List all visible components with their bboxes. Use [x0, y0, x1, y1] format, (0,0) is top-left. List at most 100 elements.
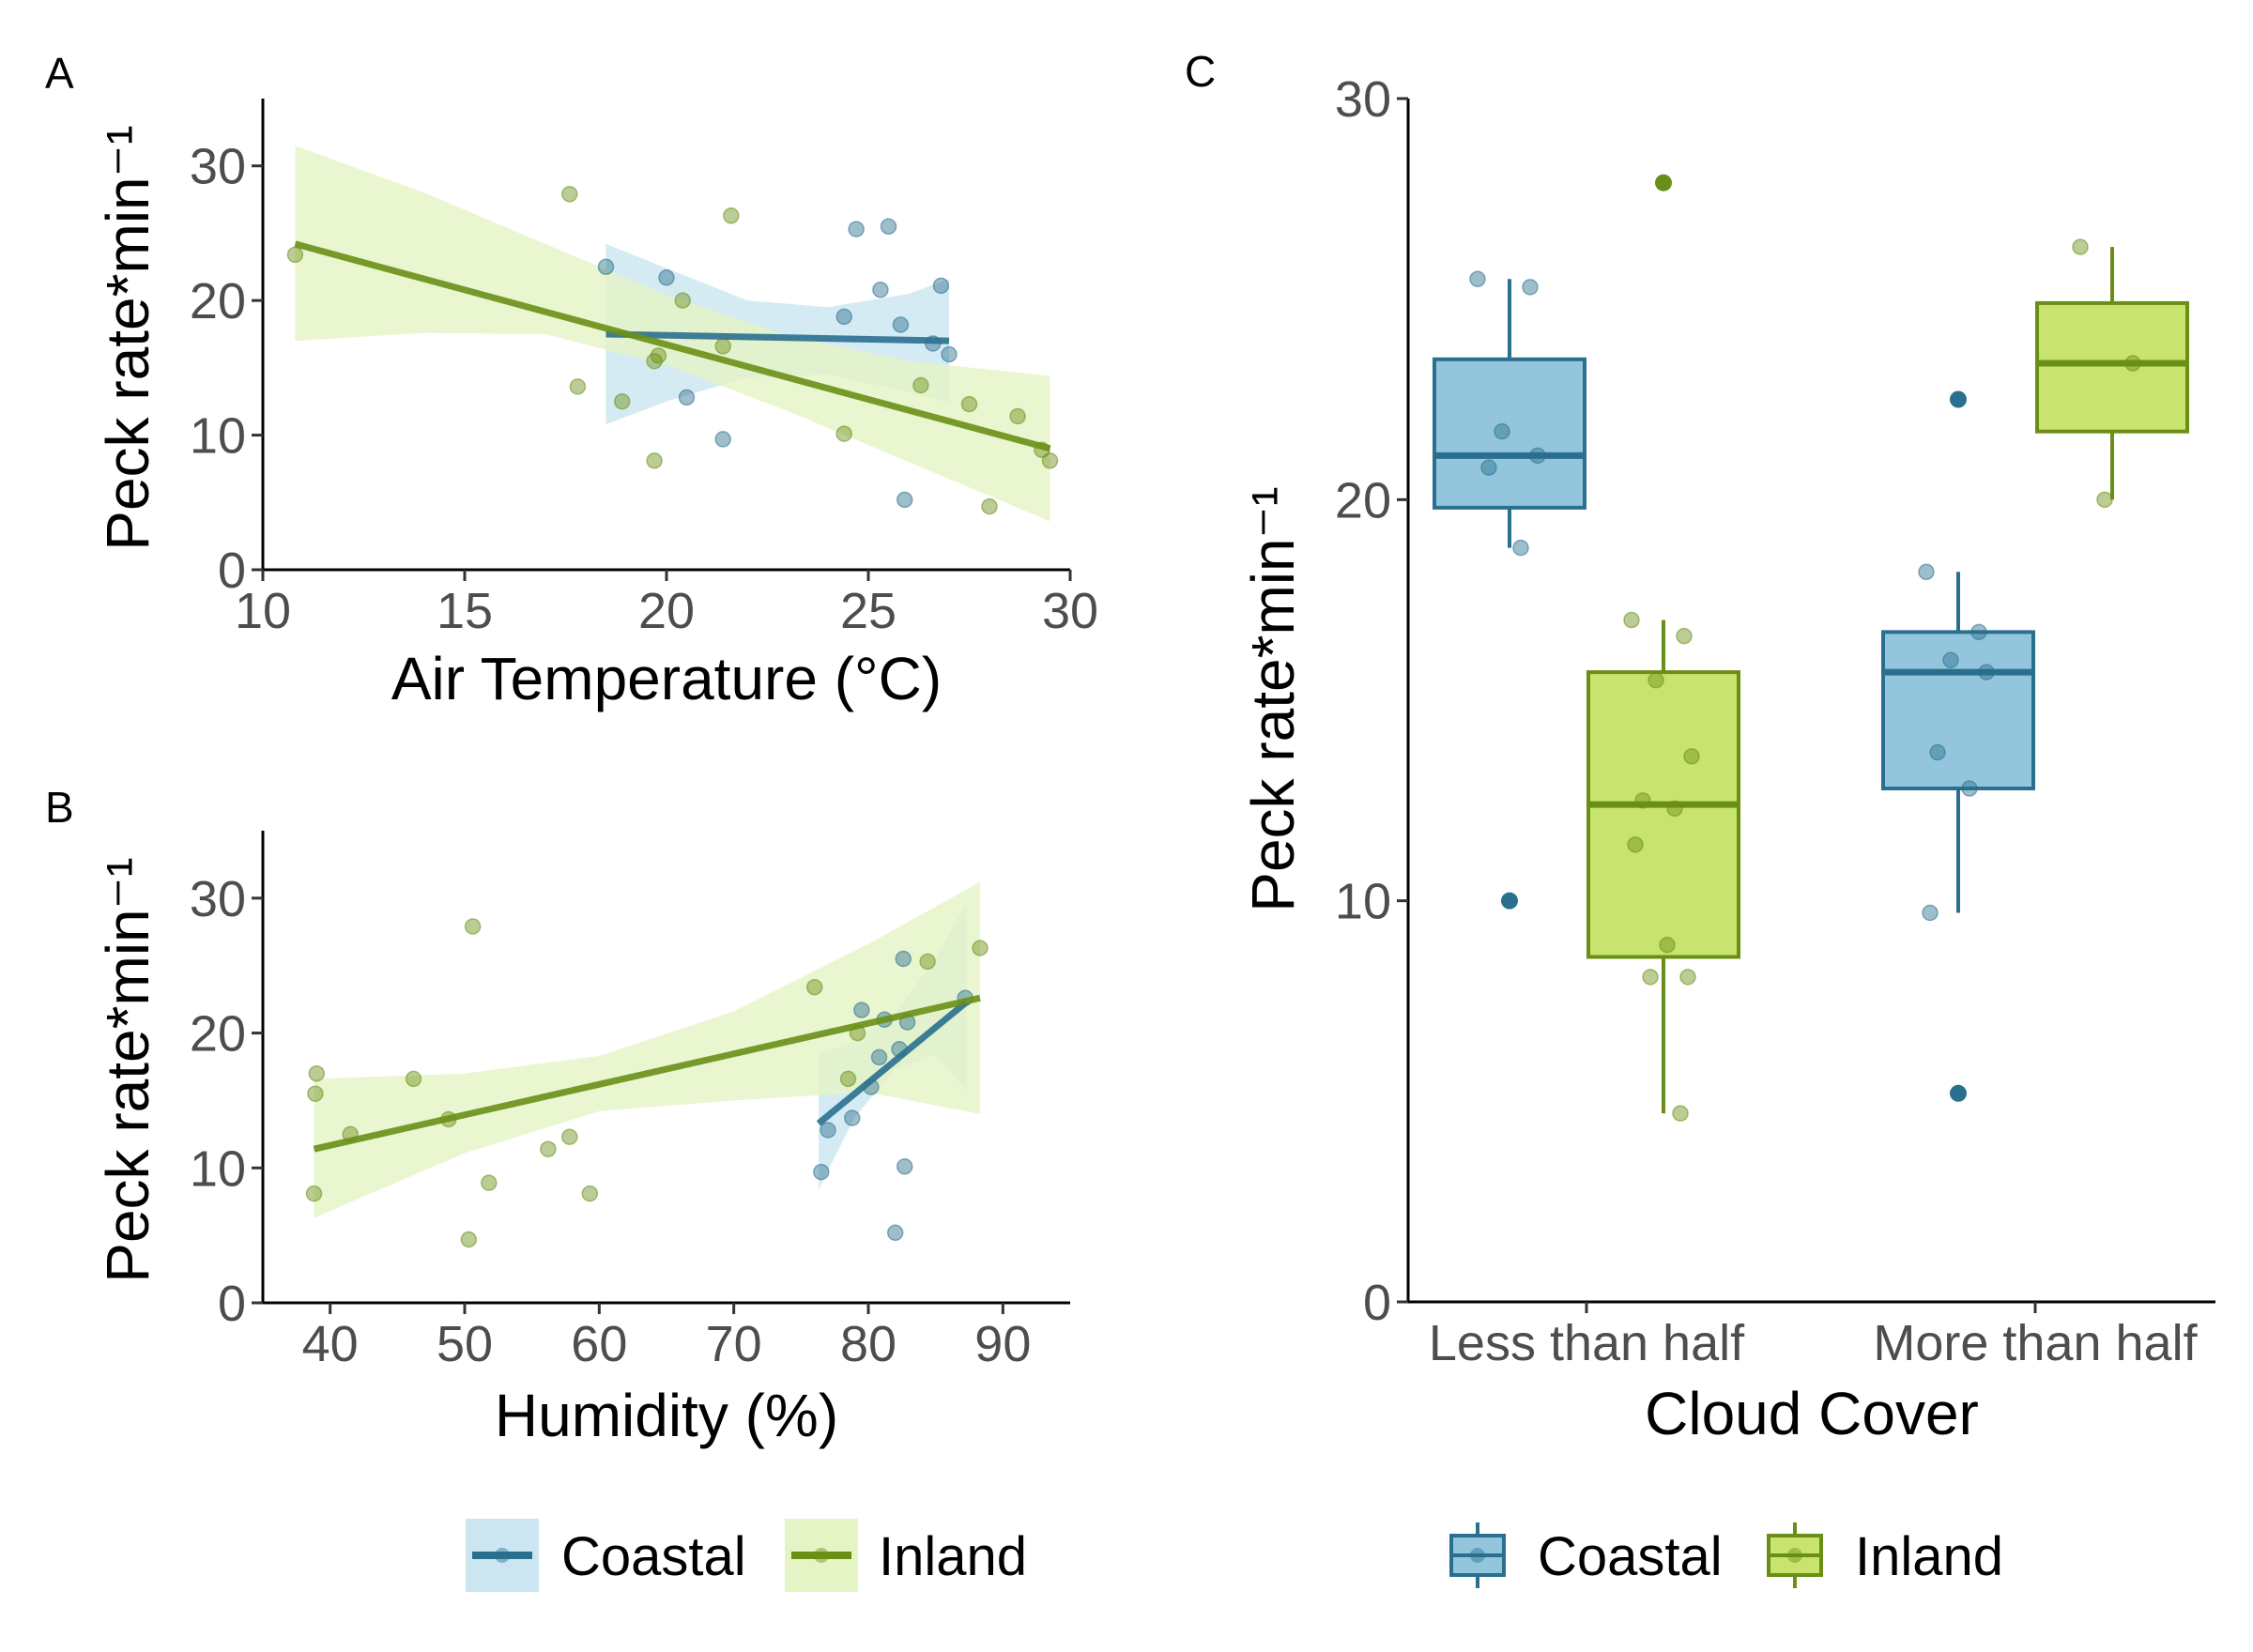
y-tick-label-c: 20 — [1335, 472, 1391, 528]
jitter-point-inland — [1659, 936, 1676, 954]
data-point-inland — [307, 1085, 324, 1102]
data-point-coastal — [892, 316, 910, 333]
data-point-inland — [805, 978, 823, 996]
legend-key-inland-dot — [1787, 1548, 1802, 1563]
jitter-point-coastal — [1922, 904, 1939, 922]
y-tick-label-c: 10 — [1335, 874, 1391, 930]
data-point-inland — [839, 1070, 857, 1088]
data-point-coastal — [895, 950, 912, 968]
jitter-point-coastal — [1918, 563, 1935, 581]
jitter-point-coastal — [1929, 743, 1946, 761]
jitter-point-inland — [2096, 491, 2113, 509]
jitter-point-inland — [2124, 355, 2141, 372]
jitter-point-inland — [1679, 969, 1696, 986]
legend-key-inland-point — [814, 1548, 829, 1563]
data-point-coastal — [678, 389, 696, 406]
jitter-point-coastal — [1970, 623, 1987, 641]
panel-label-a: A — [45, 49, 74, 98]
x-tick-label: 20 — [638, 583, 695, 639]
data-point-inland — [460, 1231, 478, 1248]
y-tick-label-c: 30 — [1335, 71, 1391, 128]
outlier-point-coastal — [1501, 892, 1518, 910]
data-point-coastal — [597, 258, 615, 276]
data-point-inland — [308, 1064, 326, 1082]
legend-label-coastal: Coastal — [561, 1526, 746, 1587]
data-point-coastal — [896, 491, 913, 509]
y-tick-label: 0 — [218, 1276, 246, 1332]
data-point-inland — [286, 246, 304, 264]
fit-line-inland — [294, 240, 1051, 452]
y-tick-label: 10 — [190, 408, 246, 465]
y-axis-title-a: Peck rate*min⁻¹ — [94, 125, 161, 550]
data-point-coastal — [870, 1048, 888, 1066]
panel-b: B 0 10 20 30 40 50 60 70 80 90 Humidity (%) Peck … — [45, 783, 1070, 1449]
data-point-inland — [405, 1070, 422, 1088]
data-point-coastal — [853, 1002, 870, 1018]
box-inland-less-than-half — [1586, 670, 1740, 959]
jitter-point-coastal — [1978, 664, 1995, 681]
y-tick-label: 10 — [190, 1140, 246, 1197]
y-tick-label: 0 — [218, 543, 246, 599]
jitter-point-coastal — [1469, 270, 1486, 288]
x-tick-label: 10 — [235, 583, 291, 639]
category-label-more-than-half: More than half — [1873, 1315, 2198, 1371]
data-point-coastal — [835, 308, 852, 326]
jitter-point-coastal — [1961, 780, 1978, 797]
x-tick-label: 40 — [302, 1316, 359, 1372]
x-tick-label: 70 — [706, 1316, 762, 1372]
legend-key-coastal-point — [495, 1548, 510, 1563]
data-point-inland — [561, 1128, 578, 1145]
jitter-point-inland — [1683, 748, 1700, 765]
x-axis-title-a: Air Temperature (°C) — [391, 645, 942, 712]
y-tick-label: 20 — [190, 273, 246, 329]
data-point-inland — [650, 347, 667, 364]
data-point-coastal — [714, 431, 731, 448]
legend-item-coastal: Coastal — [466, 1519, 746, 1592]
jitter-point-coastal — [1529, 447, 1546, 465]
jitter-point-inland — [2072, 238, 2089, 255]
x-axis-title-c: Cloud Cover — [1645, 1380, 1979, 1447]
y-tick-label-c: 0 — [1363, 1275, 1391, 1331]
data-point-inland — [919, 953, 936, 971]
x-axis-title-b: Humidity (%) — [495, 1382, 838, 1449]
x-tick-label: 60 — [571, 1316, 627, 1372]
jitter-point-coastal — [1494, 422, 1510, 440]
y-tick-label: 30 — [190, 139, 246, 195]
data-point-coastal — [886, 1224, 904, 1242]
category-label-less-than-half: Less than half — [1429, 1315, 1745, 1371]
data-point-coastal — [813, 1163, 830, 1181]
x-tick-label: 50 — [437, 1316, 493, 1372]
data-point-inland — [960, 395, 978, 413]
legend-scatter: Coastal Inland — [466, 1519, 1027, 1592]
box-inland-more-than-half — [2035, 300, 2189, 434]
data-point-coastal — [896, 1158, 913, 1175]
y-tick-label: 20 — [190, 1006, 246, 1063]
data-point-inland — [569, 378, 587, 395]
data-point-inland — [305, 1185, 323, 1202]
data-point-inland — [981, 497, 998, 515]
data-point-inland — [912, 376, 929, 394]
y-axis-title-c: Peck rate*min⁻¹ — [1239, 486, 1307, 911]
jitter-point-coastal — [1480, 459, 1497, 476]
jitter-point-inland — [1623, 611, 1640, 629]
data-point-inland — [1041, 452, 1059, 469]
data-point-inland — [835, 425, 852, 442]
data-point-inland — [581, 1185, 599, 1202]
legend-key-coastal-dot — [1470, 1548, 1485, 1563]
fit-line-coastal — [816, 999, 969, 1126]
jitter-point-inland — [1666, 800, 1683, 818]
jitter-point-inland — [1627, 836, 1644, 853]
fit-line-inland — [313, 994, 981, 1153]
data-point-inland — [723, 207, 740, 224]
data-point-inland — [561, 186, 578, 203]
y-tick-label: 30 — [190, 871, 246, 927]
data-point-inland — [972, 940, 989, 956]
outlier-point-coastal — [1950, 390, 1967, 408]
outlier-point-inland — [1655, 174, 1672, 191]
x-tick-label: 15 — [437, 583, 493, 639]
jitter-point-inland — [1676, 627, 1693, 645]
legend-item-inland-box: Inland — [1767, 1522, 2003, 1588]
data-point-coastal — [941, 345, 958, 363]
data-point-coastal — [820, 1122, 836, 1139]
